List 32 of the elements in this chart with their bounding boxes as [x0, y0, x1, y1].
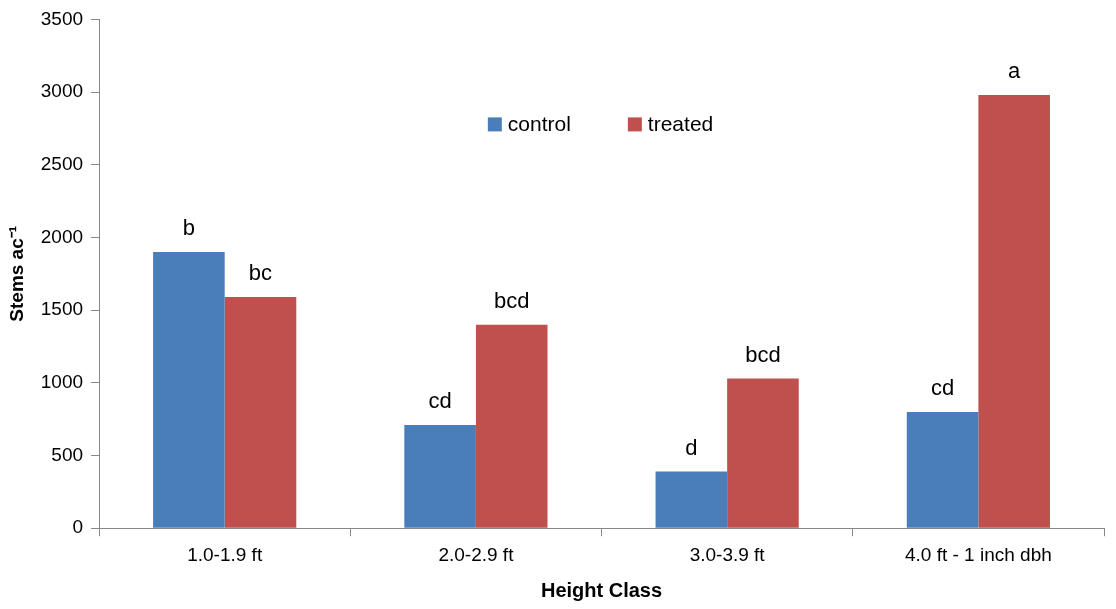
data-label: cd [428, 388, 452, 414]
data-label: bcd [493, 287, 530, 313]
y-tick-label: 3500 [40, 7, 84, 29]
x-tick-label: 3.0-3.9 ft [689, 543, 766, 565]
y-tick-label: 2000 [40, 225, 84, 247]
data-label: d [685, 434, 698, 460]
bar [978, 94, 1050, 528]
bar [655, 471, 728, 528]
y-tick-label: 1500 [40, 298, 84, 320]
data-label: bc [248, 260, 273, 286]
y-tick-label: 3000 [40, 80, 84, 102]
bar [727, 378, 799, 528]
y-axis-title: Stems ac⁻¹ [5, 225, 27, 322]
data-label: bcd [745, 341, 781, 367]
y-tick-label: 500 [51, 443, 84, 465]
bar [153, 251, 225, 528]
x-axis-title: Height Class [540, 578, 663, 601]
x-tick-label: 1.0-1.9 ft [187, 543, 263, 565]
legend-label: treated [647, 112, 714, 136]
y-tick-label: 2500 [40, 153, 84, 175]
bar [224, 297, 297, 528]
data-label: a [1008, 58, 1022, 84]
x-tick-label: 2.0-2.9 ft [438, 543, 515, 565]
data-label: cd [930, 374, 955, 400]
bar [404, 424, 476, 528]
data-label: b [182, 215, 196, 241]
y-tick-label: 0 [72, 516, 84, 538]
y-tick-label: 1000 [40, 371, 84, 393]
legend-label: control [507, 112, 571, 136]
bar [906, 411, 979, 528]
x-tick-label: 4.0 ft - 1 inch dbh [904, 543, 1052, 565]
bar [475, 324, 548, 528]
